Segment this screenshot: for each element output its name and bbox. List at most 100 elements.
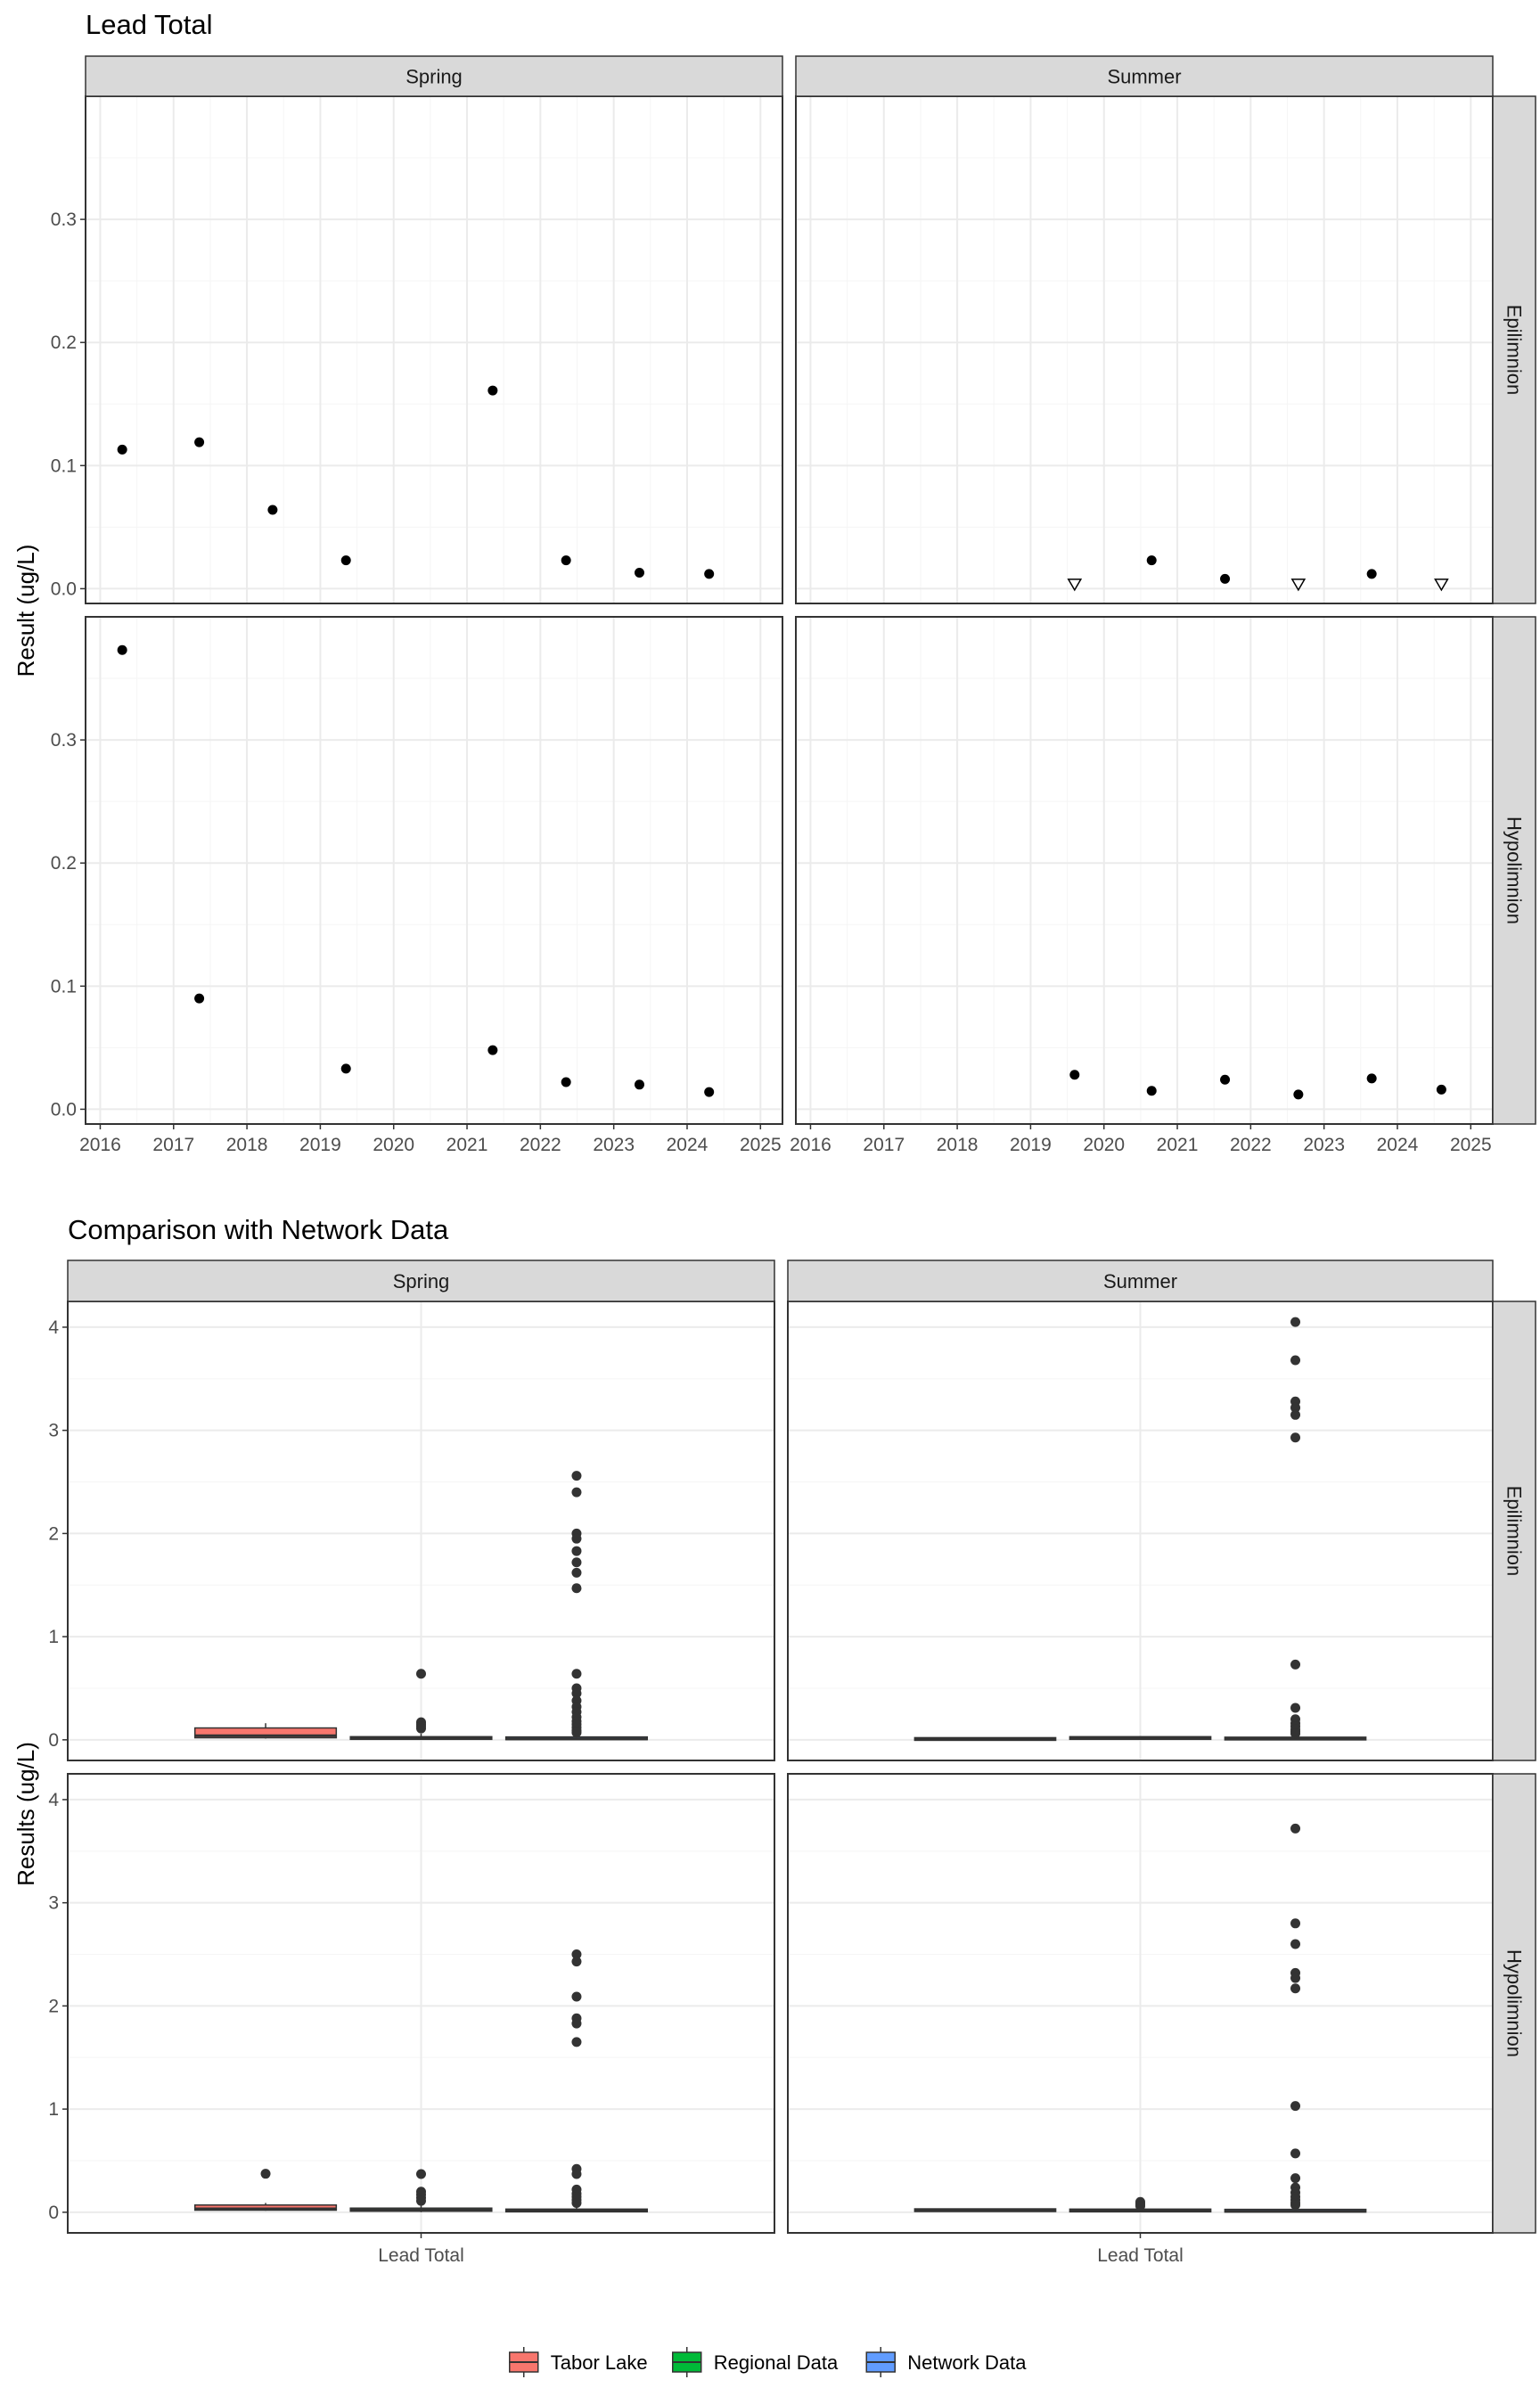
x-tick-label: Lead Total	[378, 2245, 464, 2266]
x-tick-label: 2024	[667, 1135, 709, 1155]
data-point	[634, 567, 644, 578]
network-data-outlier-point	[1290, 1703, 1301, 1713]
network-data-outlier-point	[571, 1487, 582, 1498]
facet-label-spring: Spring	[393, 1270, 450, 1292]
network-data-outlier-point	[1290, 2101, 1301, 2112]
x-tick-label: 2019	[299, 1135, 341, 1155]
y-tick-label: 0.0	[51, 1099, 77, 1120]
data-point	[340, 555, 351, 566]
y-tick-label: 4	[48, 1317, 59, 1338]
x-tick-label: 2022	[1230, 1135, 1272, 1155]
x-tick-label: 2022	[520, 1135, 561, 1155]
nondetect-triangle-point	[1290, 578, 1307, 592]
y-tick-label: 0	[48, 2203, 59, 2223]
panel-background-spring-epilimnion	[86, 96, 782, 603]
facet-strip-epilimnion	[1492, 95, 1536, 604]
data-point	[1069, 1070, 1080, 1080]
facet-label-hypolimnion: Hypolimnion	[1503, 1949, 1526, 2057]
data-point	[117, 444, 127, 455]
chart-title-comparison: Comparison with Network Data	[68, 1214, 449, 1245]
network-data-outlier-point	[571, 1949, 582, 1960]
data-point	[194, 437, 205, 447]
x-tick-label: 2023	[593, 1135, 635, 1155]
y-tick-label: 2	[48, 1523, 59, 1544]
legend-network-data-label: Network Data	[907, 2351, 1027, 2374]
data-point	[704, 1087, 715, 1097]
tabor-lake-outlier-point	[260, 2169, 271, 2179]
facet-strip-spring	[67, 1260, 775, 1302]
network-data-outlier-point	[571, 2197, 582, 2208]
y-tick-label: 2	[48, 1996, 59, 2016]
panel-background-summer-epilimnion	[796, 96, 1493, 603]
network-data-outlier-point	[1290, 1402, 1301, 1413]
data-point	[487, 385, 498, 396]
y-tick-label: 3	[48, 1893, 59, 1914]
facet-strip-spring	[85, 55, 783, 97]
y-tick-label: 0.2	[51, 332, 77, 353]
data-point	[1146, 555, 1157, 566]
data-point	[194, 993, 205, 1004]
y-tick-label: 3	[48, 1421, 59, 1441]
network-data-outlier-point	[571, 1533, 582, 1544]
y-tick-label: 0.0	[51, 578, 77, 599]
x-tick-label: 2020	[373, 1135, 414, 1155]
network-data-outlier-point	[571, 1557, 582, 1568]
nondetect-triangle-point	[1434, 578, 1449, 592]
y-tick-label: 0.3	[51, 730, 77, 751]
regional-data-outlier-point	[416, 1723, 426, 1734]
data-point	[1366, 569, 1377, 579]
network-data-outlier-point	[1290, 1918, 1301, 1929]
panel-background-spring-hypolimnion	[86, 617, 782, 1124]
facet-label-hypolimnion: Hypolimnion	[1503, 816, 1526, 924]
nondetect-triangle-point	[1067, 578, 1083, 592]
y-axis-label-comparison: Results (ug/L)	[12, 1742, 39, 1886]
data-point	[340, 1063, 351, 1074]
network-data-outlier-point	[571, 1669, 582, 1679]
facet-strip-hypolimnion	[1492, 616, 1536, 1125]
network-data-outlier-point	[1290, 2148, 1301, 2159]
facet-label-epilimnion: Epilimnion	[1503, 305, 1526, 396]
regional-data-outlier-point	[416, 2195, 426, 2206]
network-data-outlier-point	[1290, 1983, 1301, 1994]
x-tick-label: 2017	[863, 1135, 905, 1155]
network-data-outlier-point	[1290, 1432, 1301, 1443]
facet-strip-summer	[787, 1260, 1494, 1302]
network-data-outlier-point	[1290, 1355, 1301, 1366]
network-data-outlier-point	[1290, 1939, 1301, 1949]
facet-label-spring: Spring	[405, 66, 463, 88]
x-tick-label: 2016	[790, 1135, 831, 1155]
network-data-outlier-point	[1290, 1317, 1301, 1327]
data-point	[1366, 1073, 1377, 1084]
data-point	[1220, 1074, 1231, 1085]
x-tick-label: 2016	[79, 1135, 121, 1155]
network-data-outlier-point	[571, 1688, 582, 1699]
legend: Tabor Lake Regional Data Network Data	[509, 2347, 1027, 2377]
network-data-outlier-point	[1290, 1823, 1301, 1834]
x-tick-label: 2017	[152, 1135, 194, 1155]
x-tick-label: 2025	[740, 1135, 782, 1155]
network-data-outlier-point	[1290, 2173, 1301, 2184]
network-data-outlier-point	[571, 2018, 582, 2029]
panel-border-spring-hypolimnion	[85, 616, 783, 1125]
data-point	[117, 644, 127, 655]
network-data-outlier-point	[571, 1471, 582, 1481]
data-point	[1293, 1089, 1304, 1100]
facet-label-summer: Summer	[1107, 66, 1181, 88]
y-tick-label: 0	[48, 1730, 59, 1751]
network-comparison-faceted-boxplot: 0 1 2 3 4 0 1 2 3 4 Lead Total Lead Total Spring Summ…	[48, 1260, 1536, 2266]
data-point	[561, 1077, 571, 1087]
network-data-outlier-point	[571, 2037, 582, 2047]
network-data-outlier-point	[1290, 1973, 1301, 1983]
x-tick-label: 2018	[937, 1135, 979, 1155]
network-data-outlier-point	[571, 1991, 582, 2002]
data-point	[1146, 1086, 1157, 1096]
y-tick-label: 0.3	[51, 209, 77, 230]
data-point	[1220, 573, 1231, 584]
network-data-outlier-point	[571, 2169, 582, 2179]
x-tick-label: 2018	[226, 1135, 268, 1155]
network-data-outlier-point	[571, 1583, 582, 1594]
lead-total-faceted-scatter: 0.0 0.1 0.2 0.3 0.0 0.1 0.2 0.3 2016 2017 2018 2019…	[51, 55, 1536, 1155]
network-data-outlier-point	[571, 1567, 582, 1578]
network-data-outlier-point	[1290, 1659, 1301, 1670]
network-data-outlier-point	[1290, 1409, 1301, 1420]
